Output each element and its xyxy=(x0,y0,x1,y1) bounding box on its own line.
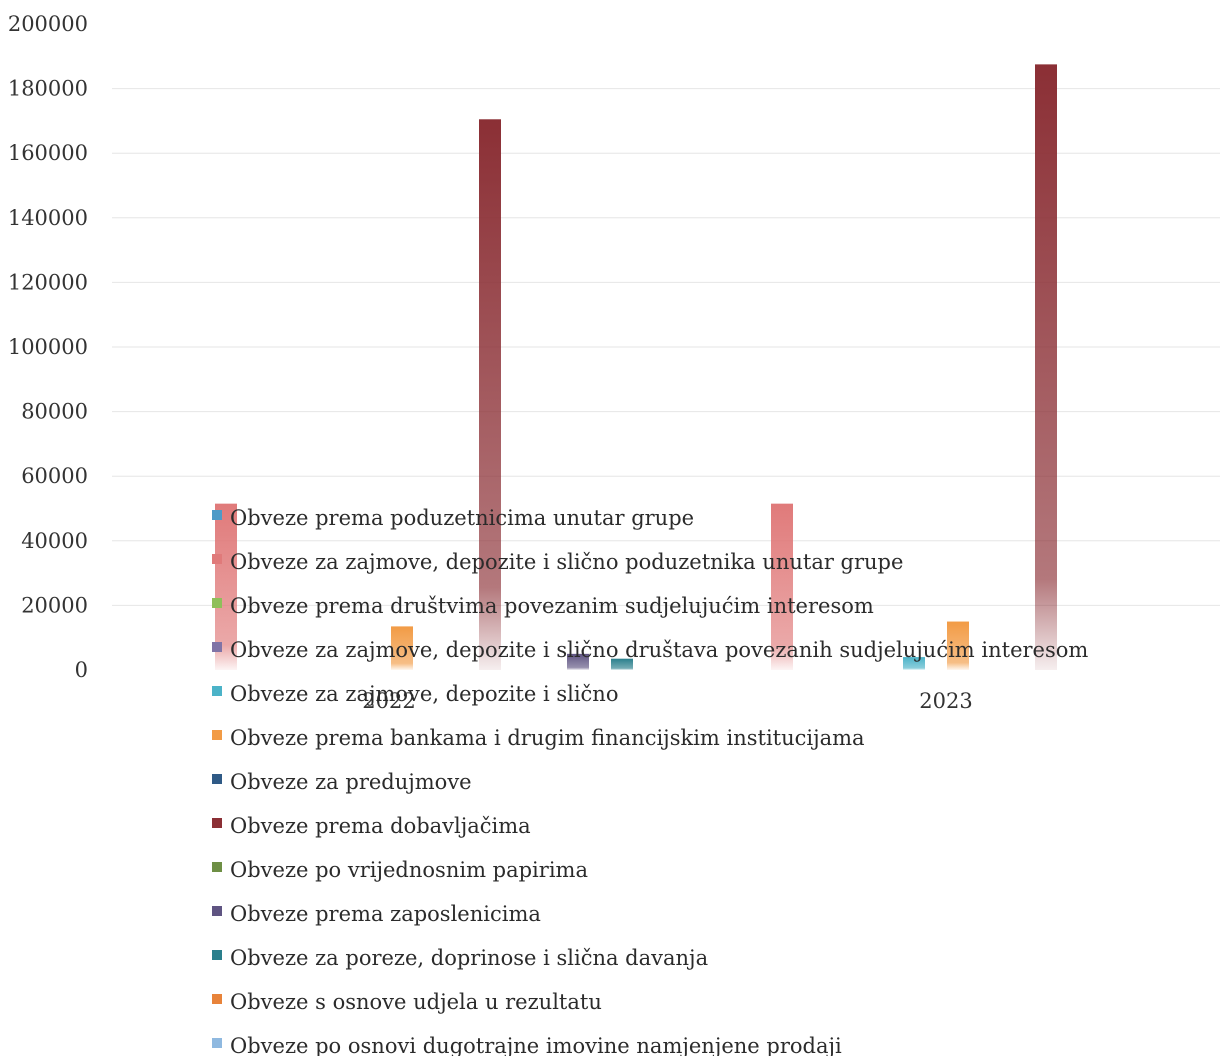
legend-label: Obveze prema dobavljačima xyxy=(230,814,531,838)
legend-item: Obveze za zajmove, depozite i slično xyxy=(212,682,618,706)
bar xyxy=(947,621,969,670)
legend-item: Obveze po osnovi dugotrajne imovine namj… xyxy=(212,1034,842,1056)
y-tick-label: 160000 xyxy=(8,141,88,165)
legend-swatch xyxy=(212,554,222,564)
y-tick-label: 200000 xyxy=(8,12,88,36)
grid-lines xyxy=(112,88,1220,606)
legend-item: Obveze prema bankama i drugim financijsk… xyxy=(212,726,865,750)
legend-label: Obveze po vrijednosnim papirima xyxy=(230,858,588,882)
bar xyxy=(903,657,925,670)
y-tick-label: 20000 xyxy=(21,593,88,617)
legend-label: Obveze za zajmove, depozite i slično pod… xyxy=(230,550,903,574)
y-axis-tick-labels: 0 20000 40000 60000 80000 100000 120000 140000 1… xyxy=(8,12,88,682)
legend-item: Obveze za predujmove xyxy=(212,770,472,794)
legend-label: Obveze prema zaposlenicima xyxy=(230,902,541,926)
bar xyxy=(611,658,633,670)
legend-swatch xyxy=(212,950,222,960)
legend-label: Obveze za zajmove, depozite i slično dru… xyxy=(230,638,1088,662)
legend-label: Obveze za poreze, doprinose i slična dav… xyxy=(230,946,708,970)
y-tick-label: 140000 xyxy=(8,206,88,230)
legend-label: Obveze prema poduzetnicima unutar grupe xyxy=(230,506,694,530)
y-tick-label: 100000 xyxy=(8,335,88,359)
x-category-label: 2023 xyxy=(919,689,972,713)
legend-item: Obveze prema društvima povezanim sudjelu… xyxy=(212,594,874,618)
x-category-label: 2022 xyxy=(362,689,415,713)
legend-swatch xyxy=(212,686,222,696)
legend-label: Obveze za predujmove xyxy=(230,770,472,794)
legend-swatch xyxy=(212,774,222,784)
legend-swatch xyxy=(212,598,222,608)
legend-label: Obveze po osnovi dugotrajne imovine namj… xyxy=(230,1034,842,1056)
legend-item: Obveze prema zaposlenicima xyxy=(212,902,541,926)
legend-item: Obveze za poreze, doprinose i slična dav… xyxy=(212,946,708,970)
legend-swatch xyxy=(212,642,222,652)
legend-swatch xyxy=(212,730,222,740)
bar xyxy=(567,653,589,670)
y-tick-label: 0 xyxy=(75,658,88,682)
legend-item: Obveze za zajmove, depozite i slično pod… xyxy=(212,550,903,574)
y-tick-label: 60000 xyxy=(21,464,88,488)
y-tick-label: 120000 xyxy=(8,270,88,294)
y-tick-label: 180000 xyxy=(8,77,88,101)
legend-item: Obveze po vrijednosnim papirima xyxy=(212,858,588,882)
legend-swatch xyxy=(212,862,222,872)
x-axis-category-labels: 2022 2023 xyxy=(362,689,972,713)
legend-swatch xyxy=(212,1038,222,1048)
legend-swatch xyxy=(212,994,222,1004)
bar xyxy=(771,503,793,670)
legend-swatch xyxy=(212,510,222,520)
legend-label: Obveze prema društvima povezanim sudjelu… xyxy=(230,594,874,618)
bar xyxy=(479,119,501,670)
legend-item: Obveze prema dobavljačima xyxy=(212,814,531,838)
y-tick-label: 40000 xyxy=(21,529,88,553)
legend-label: Obveze prema bankama i drugim financijsk… xyxy=(230,726,865,750)
legend-swatch xyxy=(212,818,222,828)
legend-item: Obveze za zajmove, depozite i slično dru… xyxy=(212,638,1088,662)
legend-item: Obveze s osnove udjela u rezultatu xyxy=(212,990,602,1014)
legend-swatch xyxy=(212,906,222,916)
bar xyxy=(391,626,413,670)
legend-item: Obveze prema poduzetnicima unutar grupe xyxy=(212,506,694,530)
bars xyxy=(215,64,1057,670)
legend-label: Obveze s osnove udjela u rezultatu xyxy=(230,990,602,1014)
bar xyxy=(215,503,237,670)
legend-label: Obveze za zajmove, depozite i slično xyxy=(230,682,618,706)
bar xyxy=(1035,64,1057,670)
y-tick-label: 80000 xyxy=(21,400,88,424)
legend: Obveze prema poduzetnicima unutar grupe O… xyxy=(212,506,1088,1056)
